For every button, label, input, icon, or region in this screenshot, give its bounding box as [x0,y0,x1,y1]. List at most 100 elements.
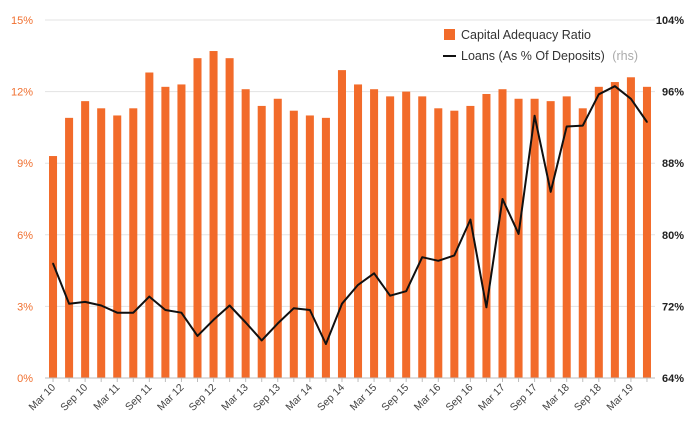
line-series-loans-deposits [52,85,648,345]
bar [113,115,122,378]
bar [145,72,154,379]
legend-label-line-group: Loans (As % Of Deposits) (rhs) [461,49,638,63]
x-tick-label: Mar 17 [476,382,508,414]
bar [402,91,411,378]
line-point [244,321,247,324]
y-left-tick-label: 3% [17,301,33,313]
bar [337,70,346,379]
line-point [598,93,600,96]
y-left-tick-label: 6% [17,230,33,242]
x-tick-label: Mar 19 [604,382,636,414]
line-point [389,294,391,297]
x-tick-label: Mar 13 [219,382,251,414]
line-point [501,198,504,200]
line-point [517,233,520,235]
y-right-tick-label: 72% [662,301,684,313]
line-point [68,302,70,305]
bar [370,89,379,379]
y-right-tick-label: 80% [662,230,684,242]
x-tick-label: Mar 18 [540,382,572,414]
x-tick-label: Mar 14 [283,382,315,414]
bar [482,93,491,378]
bar [530,98,539,378]
bar [578,108,587,378]
x-tick-label: Sep 11 [123,382,155,414]
x-tick-label: Mar 11 [91,382,122,413]
x-tick-label: Mar 16 [412,382,444,414]
bar [209,51,218,378]
y-right-tick-label: 96% [662,87,684,99]
bar [225,58,234,378]
line-point [565,125,568,128]
line-point [373,272,375,275]
bar [642,86,651,379]
line-point [52,262,54,265]
bar [81,101,90,378]
y-left-tick-label: 12% [11,87,33,99]
x-tick-label: Sep 13 [251,382,283,414]
bar [466,105,475,379]
x-tick-label: Sep 12 [187,382,219,414]
line-point [341,302,343,305]
line-point [453,254,456,257]
y-right-tick-label: 88% [662,158,684,170]
y-left-tick-label: 0% [17,373,33,385]
x-tick-label: Mar 10 [27,382,59,414]
line-point [581,124,584,127]
bar [161,86,170,379]
x-tick-label: Sep 17 [508,382,540,414]
bar [305,115,314,378]
y-right-tick-label: 64% [662,373,684,385]
bar [498,89,507,379]
line-point [357,284,359,286]
legend: Capital Adequacy Ratio Loans (As % Of De… [443,28,638,63]
line-point [228,304,231,307]
line-point [630,97,632,100]
bar [257,105,266,379]
bar [546,101,555,378]
bar [610,82,619,378]
line-point [260,339,263,342]
x-tick-label: Sep 15 [379,382,411,414]
bar [97,108,106,378]
line-point [132,311,135,314]
line-point [276,322,279,325]
bar [177,84,186,378]
legend-label-bar: Capital Adequacy Ratio [461,28,591,42]
line-point [212,319,215,321]
bar [354,84,363,378]
line-point [84,301,86,303]
line-point [485,306,488,309]
bar [562,96,571,378]
x-tick-label: Mar 12 [155,382,187,414]
line-point [100,304,102,307]
bar [626,77,635,378]
bar [321,117,330,378]
line-point [437,259,440,262]
line-point [180,311,183,314]
bar [434,108,443,378]
bar [65,117,74,378]
line-point [549,191,552,193]
line-point [533,114,536,117]
line-point [164,309,167,311]
line-point [293,307,295,309]
bar [386,96,395,378]
line-point [196,335,199,337]
x-tick-label: Mar 15 [348,382,380,414]
bar [129,108,138,378]
x-tick-label: Sep 14 [315,382,347,414]
line-point [148,295,151,298]
legend-label-line: Loans (As % Of Deposits) [461,49,605,63]
legend-label-line-note: (rhs) [612,49,638,63]
x-tick-label: Sep 18 [572,382,604,414]
line-point [116,311,119,314]
bar [49,156,58,378]
line-point [646,121,648,123]
legend-swatch-bar [444,29,455,40]
bar [514,98,523,378]
loans-line [52,85,648,345]
x-tick-label: Sep 10 [58,382,90,414]
line-point [614,85,616,88]
